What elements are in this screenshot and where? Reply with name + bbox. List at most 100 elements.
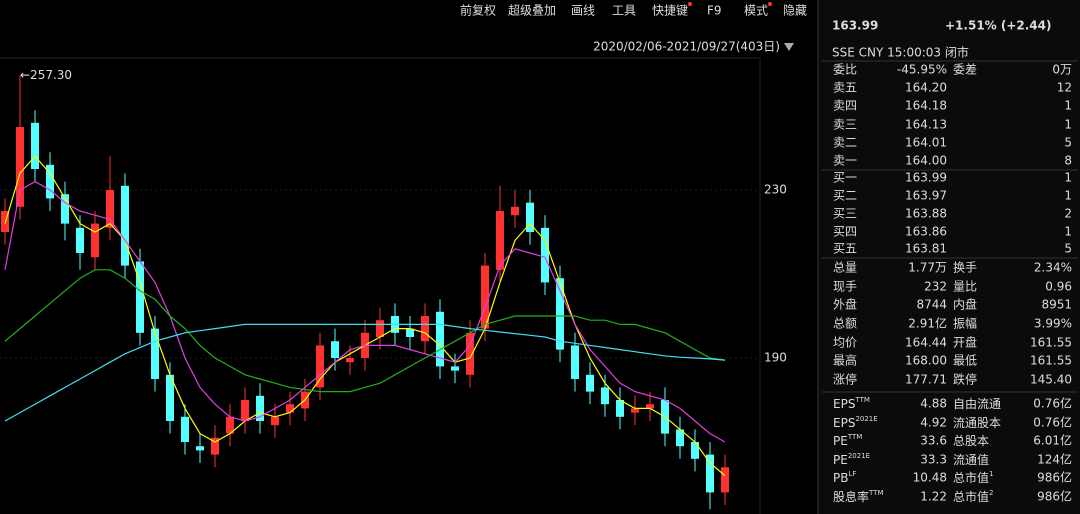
candle-body (421, 316, 429, 342)
label: 现手 (833, 280, 857, 294)
book-price: 164.01 (905, 136, 947, 150)
candle-body (121, 185, 129, 266)
label: PBLF (833, 470, 856, 485)
moving-average (4, 180, 726, 443)
book-volume: 1 (1064, 225, 1072, 239)
value: 1.77万 (908, 261, 947, 275)
quote: 163.99 +1.51% (+2.44) SSE CNY 15:00:03 闭市委… (832, 19, 1072, 504)
range-dropdown[interactable] (784, 43, 794, 51)
label-sup: LF (848, 470, 856, 478)
book-price: 163.81 (905, 242, 947, 256)
candle-body (271, 416, 279, 426)
candle-body (676, 429, 684, 447)
label-text: 股息率 (833, 489, 869, 504)
label-text: PB (833, 471, 848, 485)
toolbar-button[interactable]: 画线 (571, 4, 595, 18)
toolbar-button[interactable]: 超级叠加 (508, 3, 556, 18)
toolbar-button[interactable]: 隐藏 (783, 4, 807, 18)
value: 0.96 (1045, 280, 1072, 294)
candle-body (556, 278, 564, 350)
label: 股息率TTM (833, 489, 883, 504)
book-volume: 1 (1064, 118, 1072, 132)
moving-average (4, 269, 726, 393)
value: 0.76亿 (1033, 396, 1072, 411)
candle-body (211, 437, 219, 455)
book-label: 卖一 (833, 154, 857, 168)
toolbar-button[interactable]: 模式 (744, 4, 768, 18)
label-sup: 2 (989, 489, 993, 497)
candle-body (151, 328, 159, 380)
value: 6.01亿 (1033, 433, 1072, 448)
label: 总市值1 (953, 470, 993, 485)
candle-body (481, 265, 489, 329)
label-text: PE (833, 453, 848, 467)
value: 0万 (1052, 63, 1072, 77)
candle-body (286, 404, 294, 413)
candle-body (511, 206, 519, 216)
value: 8744 (916, 298, 947, 312)
label-text: 总股本 (953, 434, 989, 448)
book-price: 163.86 (905, 225, 947, 239)
candle-body (196, 446, 204, 451)
candle-body (601, 387, 609, 405)
label: 流通值 (953, 452, 989, 467)
candle-body (166, 374, 174, 422)
candle-body (31, 122, 39, 170)
value: 164.44 (905, 336, 947, 350)
candle-body (106, 190, 114, 228)
badge (688, 2, 692, 6)
book-volume: 5 (1064, 242, 1072, 256)
book-volume: 8 (1064, 154, 1072, 168)
toolbar-button[interactable]: F9 (707, 4, 722, 18)
book-label: 卖二 (833, 136, 857, 150)
label: 均价 (833, 336, 857, 350)
candle-body (331, 341, 339, 359)
candle-body (451, 366, 459, 371)
value: 0.76亿 (1033, 415, 1072, 430)
price-change: +1.51% (+2.44) (945, 19, 1052, 33)
book-volume: 12 (1057, 81, 1072, 95)
value: 161.55 (1030, 354, 1072, 368)
value: 168.00 (905, 354, 947, 368)
candle-body (256, 395, 264, 422)
value: 124亿 (1037, 452, 1072, 467)
label: PE2021E (833, 452, 870, 467)
book-label: 买二 (833, 189, 857, 203)
label: 总市值2 (953, 489, 993, 504)
label: 量比 (953, 280, 977, 294)
book-label: 卖五 (833, 81, 857, 95)
label: 总额 (833, 317, 857, 331)
label-sup: 2021E (848, 452, 870, 460)
label: 涨停 (833, 372, 857, 387)
book-label: 买五 (833, 242, 857, 256)
value: 8951 (1041, 298, 1072, 312)
label-sup: 2021E (855, 415, 877, 423)
toolbar-button[interactable]: 工具 (612, 4, 636, 18)
label-text: PE (833, 434, 848, 448)
label: 换手 (953, 261, 977, 275)
book-volume: 2 (1064, 207, 1072, 221)
book-volume: 1 (1064, 99, 1072, 113)
label: 总股本 (953, 434, 989, 448)
toolbar-button[interactable]: 前复权 (460, 3, 496, 18)
candle-body (226, 416, 234, 434)
value: 33.3 (920, 453, 947, 467)
candle-body (16, 127, 24, 207)
value: 4.92 (920, 416, 947, 430)
label: 委比 (833, 63, 857, 77)
value: 177.71 (905, 373, 947, 387)
label: 最低 (953, 354, 977, 368)
book-price: 164.20 (905, 81, 947, 95)
candle-body (406, 328, 414, 338)
candle-body (91, 223, 99, 258)
toolbar-button[interactable]: 快捷键 (652, 4, 688, 18)
label-text: 总市值 (953, 489, 989, 504)
book-price: 164.13 (905, 118, 947, 132)
book-price: 163.88 (905, 207, 947, 221)
badge (768, 2, 772, 6)
book-volume: 1 (1064, 171, 1072, 185)
label: 振幅 (953, 316, 977, 331)
value: 145.40 (1030, 373, 1072, 387)
label-text: EPS (833, 397, 855, 411)
book-price: 163.97 (905, 189, 947, 203)
